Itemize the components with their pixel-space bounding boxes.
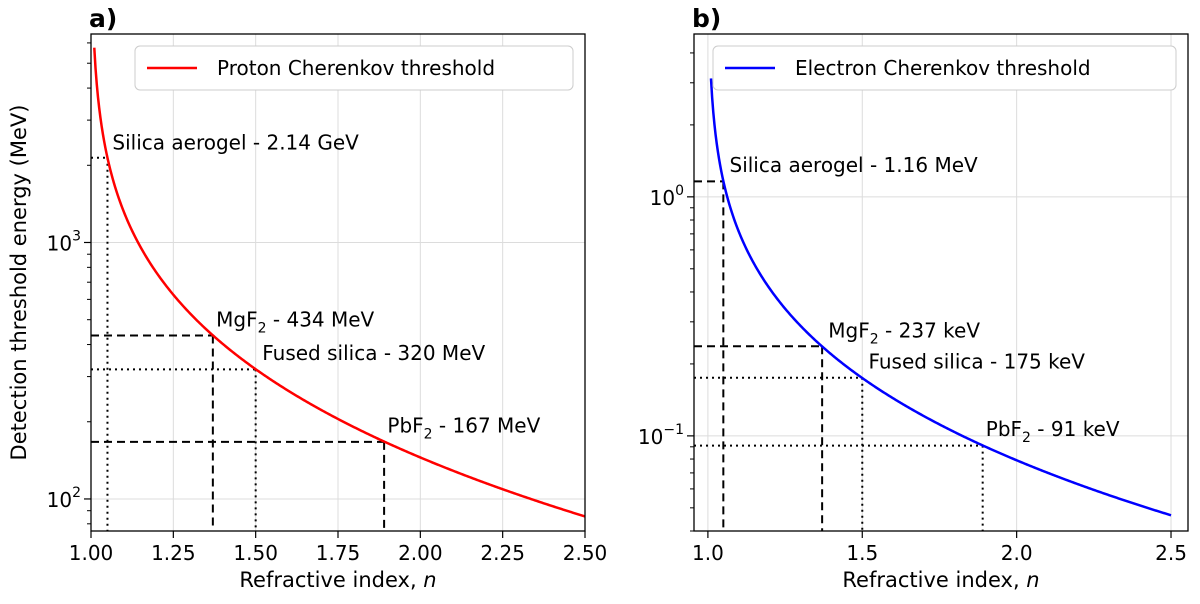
x-tick-label: 2.00 bbox=[398, 541, 443, 565]
threshold-label: Fused silica - 320 MeV bbox=[262, 341, 485, 365]
x-tick-label: 1.50 bbox=[233, 541, 278, 565]
panel-label: a) bbox=[89, 4, 117, 33]
threshold-label: MgF2 - 434 MeV bbox=[216, 308, 374, 337]
label-material: Silica aerogel bbox=[730, 153, 864, 177]
tick-exponent: 3 bbox=[72, 228, 81, 244]
x-axis-label: Refractive index, n bbox=[842, 568, 1039, 592]
threshold-label: Silica aerogel - 1.16 MeV bbox=[730, 153, 979, 177]
threshold-label: PbF2 - 91 keV bbox=[986, 417, 1120, 446]
x-tick-label: 1.0 bbox=[692, 541, 724, 565]
label-material: MgF bbox=[216, 308, 257, 332]
x-tick-label: 1.75 bbox=[316, 541, 361, 565]
legend-box bbox=[712, 45, 1177, 91]
tick-base: 10 bbox=[47, 488, 72, 512]
x-axis: 1.00 1.25 1.50 1.75 2.00 2.25 2.50 bbox=[69, 531, 608, 565]
x-tick-label: 2.0 bbox=[1001, 541, 1033, 565]
threshold-markers bbox=[694, 180, 984, 531]
x-tick-label: 2.5 bbox=[1155, 541, 1187, 565]
x-axis-label-text: Refractive index, bbox=[239, 568, 423, 592]
legend: Proton Cherenkov threshold bbox=[134, 45, 574, 91]
y-axis-label: Detection threshold energy (MeV) bbox=[7, 105, 31, 461]
label-material: PbF bbox=[387, 413, 423, 437]
legend: Electron Cherenkov threshold bbox=[712, 45, 1177, 91]
grid-lines bbox=[694, 34, 1188, 531]
legend-label: Electron Cherenkov threshold bbox=[795, 56, 1091, 80]
y-tick-label: 102 bbox=[47, 485, 81, 512]
legend-box bbox=[134, 45, 574, 91]
threshold-label: Fused silica - 175 keV bbox=[868, 350, 1085, 374]
label-value: - 434 MeV bbox=[267, 308, 375, 332]
label-subscript: 2 bbox=[258, 321, 267, 337]
threshold-label: PbF2 - 167 MeV bbox=[387, 413, 540, 442]
label-subscript: 2 bbox=[424, 426, 433, 442]
tick-exponent: −1 bbox=[663, 422, 684, 438]
tick-exponent: 0 bbox=[675, 183, 684, 199]
label-value: - 237 keV bbox=[879, 318, 981, 342]
label-value: - 167 MeV bbox=[433, 413, 541, 437]
plot-frame bbox=[693, 33, 1189, 532]
y-minor-ticks bbox=[690, 52, 694, 532]
y-tick-label: 103 bbox=[47, 228, 81, 255]
legend-label: Proton Cherenkov threshold bbox=[217, 56, 495, 80]
x-axis-label: Refractive index, n bbox=[239, 568, 436, 592]
x-axis-label-text: Refractive index, bbox=[842, 568, 1026, 592]
series-line bbox=[709, 78, 1172, 517]
label-material: PbF bbox=[986, 417, 1022, 441]
tick-base: 10 bbox=[650, 186, 675, 210]
label-subscript: 2 bbox=[1022, 430, 1031, 446]
series-line bbox=[93, 47, 586, 518]
x-tick-label: 1.00 bbox=[69, 541, 114, 565]
label-material: MgF bbox=[828, 318, 869, 342]
label-value: - 1.16 MeV bbox=[864, 153, 978, 177]
label-value: - 91 keV bbox=[1031, 417, 1120, 441]
label-value: - 2.14 GeV bbox=[247, 131, 360, 155]
threshold-label: Silica aerogel - 2.14 GeV bbox=[112, 131, 359, 155]
label-value: - 175 keV bbox=[984, 350, 1086, 374]
tick-exponent: 2 bbox=[72, 485, 81, 501]
label-material: Fused silica bbox=[868, 350, 983, 374]
label-value: - 320 MeV bbox=[377, 341, 485, 365]
threshold-markers bbox=[91, 156, 386, 531]
panel-label: b) bbox=[692, 4, 721, 33]
x-axis-label-var: n bbox=[1026, 568, 1039, 592]
y-tick-label: 100 bbox=[650, 183, 684, 210]
x-tick-label: 1.25 bbox=[151, 541, 196, 565]
x-tick-label: 1.5 bbox=[846, 541, 878, 565]
x-tick-label: 2.50 bbox=[563, 541, 608, 565]
x-axis: 1.0 1.5 2.0 2.5 bbox=[692, 531, 1187, 565]
label-material: Silica aerogel bbox=[112, 131, 246, 155]
y-minor-ticks bbox=[87, 42, 91, 525]
y-tick-label: 10−1 bbox=[638, 422, 684, 449]
label-material: Fused silica bbox=[262, 341, 377, 365]
threshold-label: MgF2 - 237 keV bbox=[828, 318, 980, 347]
x-tick-label: 2.25 bbox=[480, 541, 525, 565]
x-axis-label-var: n bbox=[423, 568, 436, 592]
tick-base: 10 bbox=[638, 425, 663, 449]
label-subscript: 2 bbox=[870, 331, 879, 347]
tick-base: 10 bbox=[47, 231, 72, 255]
